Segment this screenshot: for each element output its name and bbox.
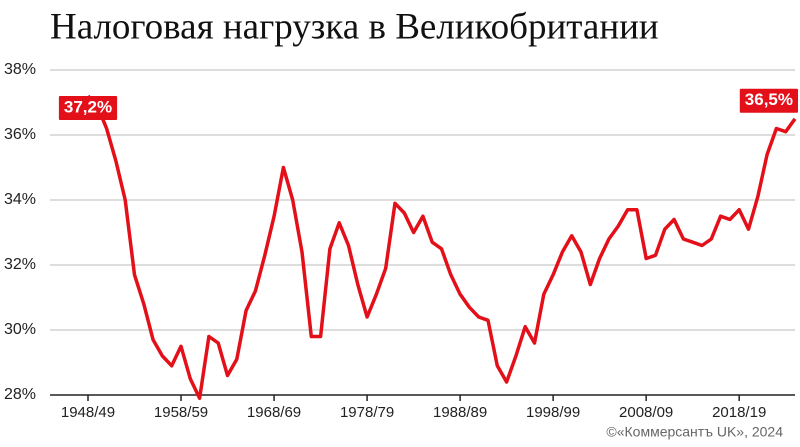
y-tick-label: 28% <box>4 386 36 403</box>
value-label-box <box>739 88 798 113</box>
x-tick-label: 1968/69 <box>247 404 301 421</box>
y-tick-label: 30% <box>4 321 36 338</box>
source-note: ©«Коммерсантъ UK», 2024 <box>606 424 783 440</box>
y-tick-label: 38% <box>4 61 36 78</box>
chart-title: Налоговая нагрузка в Великобритании <box>50 6 659 47</box>
y-tick-label: 32% <box>4 256 36 273</box>
y-tick-label: 36% <box>4 126 36 143</box>
x-tick-label: 2018/19 <box>712 404 766 421</box>
data-line <box>86 94 797 401</box>
x-tick-label: 1988/89 <box>433 404 487 421</box>
x-tick-label: 1998/99 <box>526 404 580 421</box>
x-tick-label: 1958/59 <box>154 404 208 421</box>
value-label-box <box>58 96 118 120</box>
x-tick-label: 1948/49 <box>61 404 115 421</box>
y-tick-label: 34% <box>4 191 36 208</box>
x-tick-label: 2008/09 <box>619 404 673 421</box>
value-label: 36,5% <box>745 90 793 109</box>
x-tick-label: 1978/79 <box>340 404 394 421</box>
value-label: 37,2% <box>64 97 112 116</box>
